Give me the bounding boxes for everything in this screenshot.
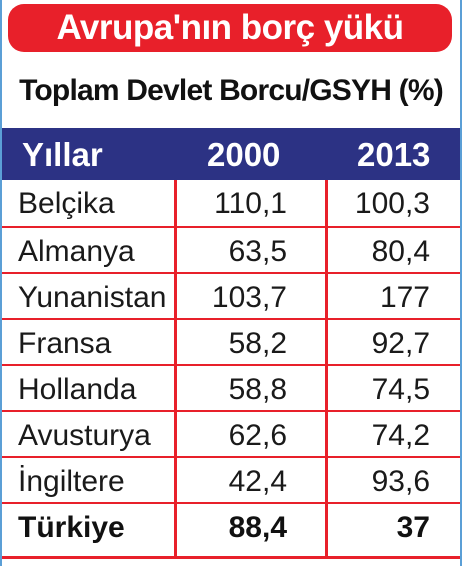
row-value-2000: 42,4 <box>228 465 287 498</box>
column-divider <box>325 180 328 556</box>
row-value-2000: 88,4 <box>228 511 287 544</box>
row-country: Hollanda <box>18 373 137 406</box>
row-country: Fransa <box>18 327 112 360</box>
table-row: Belçika 110,1 100,3 <box>2 180 460 226</box>
row-country: İngiltere <box>18 465 125 498</box>
row-country: Belçika <box>18 187 115 220</box>
table-row: Avusturya 62,6 74,2 <box>2 410 460 456</box>
row-value-2000: 58,8 <box>228 373 287 406</box>
title-banner: Avrupa'nın borç yükü <box>8 4 452 52</box>
row-value-2013: 100,3 <box>354 187 430 220</box>
row-value-2000: 62,6 <box>228 419 287 452</box>
row-country: Almanya <box>18 235 135 268</box>
debt-table: Yıllar 2000 2013 Belçika 110,1 100,3 Alm… <box>2 128 460 548</box>
header-2000: 2000 <box>207 136 281 173</box>
header-years: Yıllar <box>22 136 103 173</box>
table-row: Fransa 58,2 92,7 <box>2 318 460 364</box>
row-value-2000: 103,7 <box>211 281 287 314</box>
row-value-2013: 37 <box>396 511 430 544</box>
row-value-2013: 93,6 <box>371 465 430 498</box>
row-value-2013: 80,4 <box>371 235 430 268</box>
row-value-2000: 58,2 <box>228 327 287 360</box>
subtitle: Toplam Devlet Borcu/GSYH (%) <box>19 74 444 107</box>
row-value-2013: 177 <box>379 281 430 314</box>
row-value-2013: 92,7 <box>371 327 430 360</box>
row-country: Yunanistan <box>18 281 167 314</box>
header-2013: 2013 <box>357 136 431 173</box>
column-divider <box>174 180 177 556</box>
row-value-2013: 74,5 <box>371 373 430 406</box>
table-row: Almanya 63,5 80,4 <box>2 226 460 272</box>
row-country: Türkiye <box>18 511 125 544</box>
table-row-highlight: Türkiye 88,4 37 <box>2 502 460 548</box>
row-country: Avusturya <box>18 419 151 452</box>
table-header: Yıllar 2000 2013 <box>2 128 460 180</box>
row-value-2000: 63,5 <box>228 235 287 268</box>
table-row: Yunanistan 103,7 177 <box>2 272 460 318</box>
table-bottom-rule <box>2 556 460 559</box>
table-row: Hollanda 58,8 74,5 <box>2 364 460 410</box>
title-text: Avrupa'nın borç yükü <box>56 8 404 47</box>
row-value-2013: 74,2 <box>371 419 430 452</box>
row-value-2000: 110,1 <box>214 187 287 220</box>
table-row: İngiltere 42,4 93,6 <box>2 456 460 502</box>
